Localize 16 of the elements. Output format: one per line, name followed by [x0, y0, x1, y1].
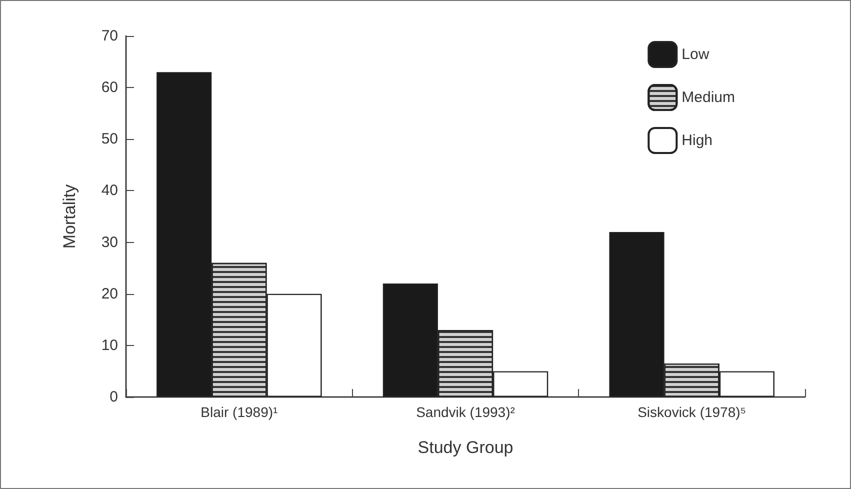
x-tick-label: Blair (1989)¹ [200, 404, 278, 420]
x-axis-title: Study Group [418, 438, 514, 457]
y-tick-label: 50 [101, 130, 118, 148]
x-tick-label: Sandvik (1993)² [416, 404, 516, 420]
y-tick-label: 40 [101, 182, 118, 200]
legend-label: High [682, 132, 713, 149]
legend-label: Medium [682, 89, 736, 106]
y-tick-label: 60 [101, 79, 118, 96]
y-tick-label: 30 [101, 234, 118, 251]
x-tick-label: Siskovick (1978)⁵ [638, 404, 746, 420]
legend-label: Low [682, 46, 710, 63]
y-tick-label: 10 [101, 336, 118, 354]
y-tick-label: 20 [101, 285, 118, 302]
y-tick-label: 0 [110, 388, 118, 406]
y-tick-label: 70 [101, 28, 118, 44]
y-axis-title: Mortality [60, 184, 79, 249]
